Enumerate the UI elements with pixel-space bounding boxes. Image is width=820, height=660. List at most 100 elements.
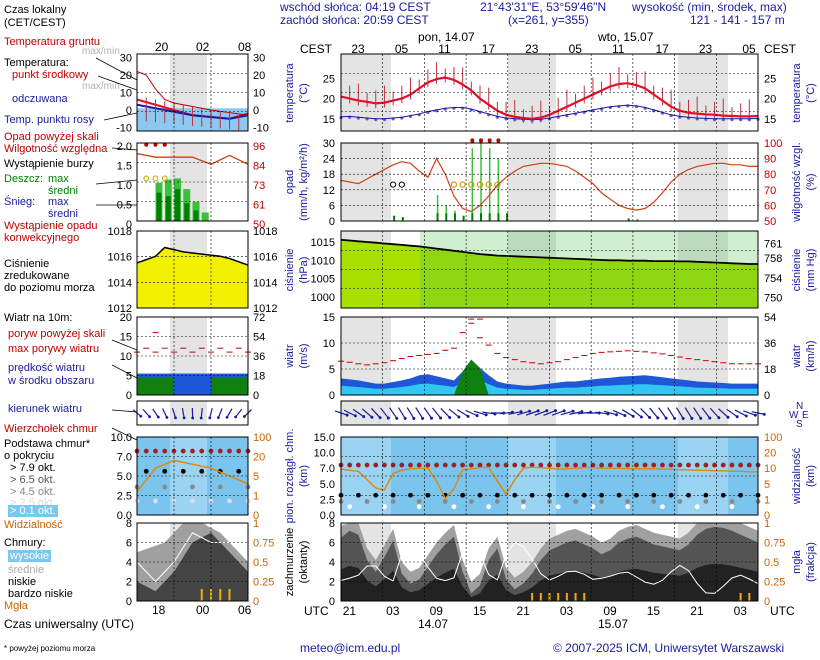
humidity-ytick-5: 100 <box>764 138 782 150</box>
leg-cloud-79-1 <box>143 468 149 474</box>
leg-cloud-79-7 <box>199 468 205 474</box>
wind-arrow-head-42 <box>708 416 712 420</box>
wind-arrow-shaft-17 <box>482 411 496 415</box>
leg-wind-arrow-head-2 <box>156 415 160 419</box>
leg-temp-ytick-r-2: 10 <box>253 88 265 100</box>
main-press-border <box>340 230 759 309</box>
leg-pressure-ytick-l-2: 1014 <box>108 277 132 289</box>
leg-wind-conv2 <box>211 377 248 395</box>
wind-arrow-shaft-31 <box>603 410 617 416</box>
precip-over-dot-2 <box>487 138 492 143</box>
wind-arrow-shaft-37 <box>658 407 667 419</box>
leg-wind-arrow-10 <box>225 408 233 419</box>
axis-title-right-press: ciśnienie <box>791 249 803 292</box>
axis-title-left2-wind: (m/s) <box>298 343 310 368</box>
wind-arrow-shaft-7 <box>397 407 406 419</box>
wind-arrow-shaft-3 <box>361 408 373 418</box>
temp-ytick-l-2: 25 <box>323 73 335 85</box>
bottom-day2: 15.07 <box>598 617 629 631</box>
leg-wind-arrow-head-12 <box>243 415 246 418</box>
wind-kmh-tick-3: 54 <box>764 312 776 324</box>
sunrise: wschód słońca: 04:19 CEST <box>280 0 431 14</box>
leg-cloud-top-5 <box>180 448 186 454</box>
legend-snow: Śnieg: <box>4 196 36 208</box>
cloud-top-dot-29 <box>590 462 596 468</box>
wind-arrow-40 <box>684 407 694 420</box>
wind-arrow-12 <box>440 407 452 420</box>
bottom-tz-right: UTC <box>770 604 795 618</box>
legend-mid: średnie <box>8 564 45 576</box>
leg-cloud-top-6 <box>190 448 195 454</box>
visibility-tick-1: 1 <box>764 494 770 506</box>
wind-arrow-47 <box>743 410 757 417</box>
leg-wind-arrow-shaft-10 <box>226 408 233 418</box>
legend-cloud-base2: o pokryciu <box>4 450 55 462</box>
cloud-top-dot-31 <box>607 462 613 468</box>
main-cloud-border <box>340 436 759 516</box>
wind-arrow-3 <box>361 408 374 419</box>
leg-wind-arrow-head-1 <box>148 415 151 419</box>
cloud-base-45-12 <box>442 499 448 504</box>
legend-cloud-top: Wierzchołek chmur <box>4 423 98 435</box>
cloud-base-45-9 <box>416 499 422 504</box>
legend-connector-7 <box>111 364 138 379</box>
leg-cloud-border <box>136 436 249 516</box>
legend-low: niskie <box>8 576 37 588</box>
cloud-top-dot-3 <box>364 462 370 468</box>
cloud-top-dot-8 <box>408 462 413 468</box>
leg-cover-low <box>137 532 248 601</box>
precip-storm-black-0 <box>390 181 397 188</box>
top-hour-7: 17 <box>655 42 669 56</box>
main-prec-night-1 <box>508 143 556 221</box>
leg-cloud-top-7 <box>199 448 205 454</box>
legend-ground-temp-sub: max/min <box>82 46 120 57</box>
wind-arrow-head-27 <box>580 410 584 414</box>
legend-okt01: > 0.1 okt. <box>8 505 58 517</box>
wind-arrow-head-11 <box>439 416 443 420</box>
cloud-top-dot-18 <box>494 462 500 468</box>
cloud-top-dot-42 <box>703 462 709 468</box>
wind-arrow-head-38 <box>673 416 677 420</box>
precip-storm-5 <box>494 181 501 188</box>
legend-wind-speed: prędkość wiatru <box>8 362 86 374</box>
cover-verylow-area <box>341 564 758 601</box>
wind-arrow-15 <box>465 409 479 418</box>
wind-arrow-shaft-43 <box>709 407 720 419</box>
leg-vis-tick-0: 100 <box>253 432 271 444</box>
cloud-top-dot-45 <box>729 462 735 468</box>
leg-temp-ytick-l-0: 30 <box>120 53 132 65</box>
cloud-top-dot-6 <box>390 462 396 468</box>
precip-storm-0 <box>450 181 458 188</box>
top-day2: wto, 15.07 <box>598 30 654 44</box>
wind-arrow-shaft-25 <box>551 410 565 416</box>
wind-arrow-head-3 <box>370 415 374 419</box>
leg-wind-arrow-3 <box>162 408 169 419</box>
cloud-base-45-30 <box>599 499 605 504</box>
leg-humidity-line <box>136 152 249 165</box>
wind-ytick-0: 0 <box>329 390 335 402</box>
legend-felt: odczuwana <box>12 93 68 105</box>
top-hour-6: 11 <box>612 42 625 56</box>
wind-arrow-head-8 <box>412 416 416 420</box>
leg-temp-ytick-r-1: 20 <box>253 70 265 82</box>
leg-precip-avg-4 <box>193 210 199 221</box>
leg-humidity-ytick-1: 84 <box>253 161 265 173</box>
wind-arrow-head-5 <box>386 416 390 420</box>
leg-precip-over-2 <box>162 142 167 147</box>
precip-over-dot-0 <box>470 138 475 143</box>
cloud-base-01-37 <box>660 504 665 510</box>
wind-arrow-shaft-10 <box>423 407 433 419</box>
leg-cloud-25-10 <box>227 498 232 504</box>
precip-storm-1 <box>459 181 466 188</box>
axis-title-left2-temp: (°C) <box>298 83 310 103</box>
leg-cover-ytick-0: 8 <box>126 518 132 530</box>
wind-kmh-tick-1: 18 <box>764 364 776 376</box>
visibility-tick-3: 10 <box>764 463 776 475</box>
legend-humidity: Wilgotność względna <box>4 143 108 155</box>
footer-email[interactable]: meteo@icm.edu.pl <box>300 641 401 655</box>
bottom-day1: 14.07 <box>418 617 449 631</box>
compass-s: S <box>796 419 803 430</box>
wind-arrow-31 <box>603 410 618 417</box>
legend-ground-temp: Temperatura gruntu <box>4 36 100 48</box>
wind-arrow-1 <box>343 409 357 418</box>
